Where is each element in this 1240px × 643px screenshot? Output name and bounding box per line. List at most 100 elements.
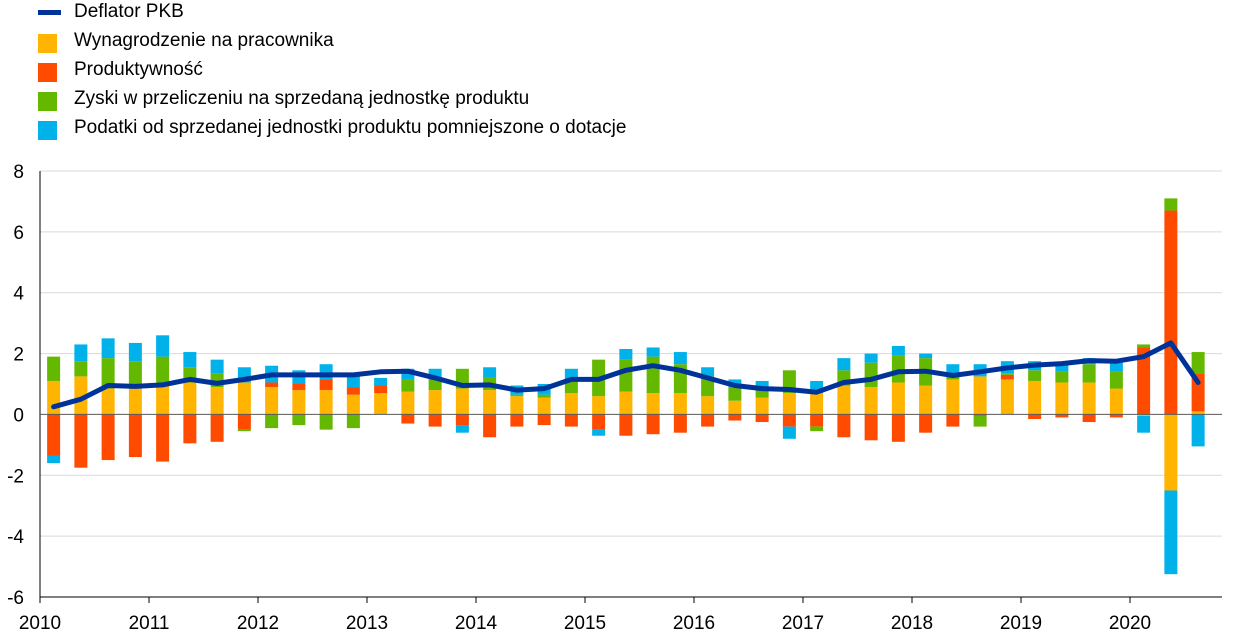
bar-segment (319, 390, 333, 415)
x-tick-label: 2014 (455, 613, 498, 634)
y-tick-label: 0 (13, 405, 24, 426)
x-tick-label: 2017 (782, 613, 824, 634)
bar-segment (1137, 344, 1151, 348)
bar-segment (891, 414, 905, 442)
bar-segment (101, 358, 115, 389)
bar-segment (74, 344, 88, 362)
bar-segment (592, 429, 606, 436)
bar-segment (810, 414, 824, 427)
bar-segment (101, 388, 115, 415)
bar-segment (646, 414, 660, 435)
y-tick-label: -2 (7, 466, 24, 487)
legend-label: Podatki od sprzedanej jednostki produktu… (74, 117, 627, 138)
x-tick-label: 2010 (19, 613, 61, 634)
bar-segment (864, 353, 878, 363)
bar-segment (864, 414, 878, 441)
bar-segment (1082, 382, 1096, 415)
bar-segment (837, 385, 851, 415)
bar-segment (592, 414, 606, 430)
legend-label: Produktywność (74, 59, 203, 80)
bar-segment (374, 393, 388, 415)
bar-segment (673, 393, 687, 415)
bar-segment (619, 349, 633, 360)
bar-segment (1137, 347, 1151, 415)
bar-segment (891, 345, 905, 356)
bar-segment (673, 414, 687, 433)
bar-segment (47, 356, 61, 381)
bar-segment (183, 352, 197, 368)
bar-segment (401, 391, 415, 415)
bar-segment (619, 414, 633, 436)
bar-segment (592, 396, 606, 415)
bar-segment (101, 338, 115, 359)
bar-segment (755, 397, 769, 415)
bar-segment (483, 390, 497, 415)
bar-segment (428, 379, 442, 391)
bar-segment (156, 356, 170, 386)
bar-segment (1028, 380, 1042, 415)
bar-segment (1137, 415, 1151, 433)
bar-segment (973, 376, 987, 415)
bar-segment (265, 387, 279, 415)
bar-segment (728, 387, 742, 401)
legend-swatch (38, 34, 57, 53)
bar-segment (401, 368, 415, 380)
bar-segment (946, 379, 960, 415)
bar-segment (1164, 490, 1178, 575)
bar-segment (1082, 414, 1096, 423)
legend-swatch (38, 92, 57, 111)
bar-segment (183, 382, 197, 415)
bar-segment (728, 400, 742, 415)
bar-segment (891, 382, 905, 415)
x-tick-label: 2015 (564, 613, 606, 634)
bar-segment (673, 352, 687, 365)
y-tick-label: 4 (13, 284, 24, 305)
bar-segment (237, 414, 251, 430)
bar-segment (128, 342, 142, 362)
bar-segment (646, 356, 660, 394)
x-tick-label: 2019 (1000, 613, 1042, 634)
y-tick-label: 6 (13, 223, 24, 244)
bar-segment (428, 390, 442, 415)
bar-segment (973, 415, 987, 427)
x-tick-label: 2016 (673, 613, 715, 634)
bar-segment (101, 414, 115, 461)
bar-segment (837, 358, 851, 371)
bar-segment (510, 414, 524, 427)
bar-segment (755, 380, 769, 391)
bar-segment (701, 414, 715, 427)
bar-segment (483, 367, 497, 378)
bar-segment (47, 414, 61, 456)
legend-label: Deflator PKB (74, 1, 184, 22)
bar-segment (265, 414, 279, 429)
bar-segment (1028, 370, 1042, 381)
bar-segment (1109, 414, 1123, 418)
bar-segment (1055, 371, 1069, 383)
bar-segment (782, 414, 796, 427)
bar-segment (237, 429, 251, 432)
bar-segment (156, 385, 170, 415)
bar-segment (701, 396, 715, 415)
x-tick-label: 2013 (346, 613, 388, 634)
bar-segment (728, 414, 742, 421)
bar-segment (1191, 373, 1205, 412)
y-tick-label: -6 (7, 588, 24, 609)
bar-segment (564, 414, 578, 427)
bar-segment (346, 414, 360, 429)
bar-segment (319, 379, 333, 391)
bar-segment (891, 355, 905, 383)
bar-segment (564, 393, 578, 415)
bar-segment (428, 414, 442, 427)
bar-segment (864, 362, 878, 388)
bar-segment (483, 414, 497, 438)
bar-segment (646, 347, 660, 357)
bar-segment (292, 384, 306, 391)
bar-segment (74, 376, 88, 415)
bar-segment (1109, 388, 1123, 415)
bar-segment (1164, 198, 1178, 211)
bar-segment (946, 364, 960, 375)
bar-segment (1109, 371, 1123, 389)
bar-segment (128, 414, 142, 458)
bar-segment (510, 396, 524, 415)
